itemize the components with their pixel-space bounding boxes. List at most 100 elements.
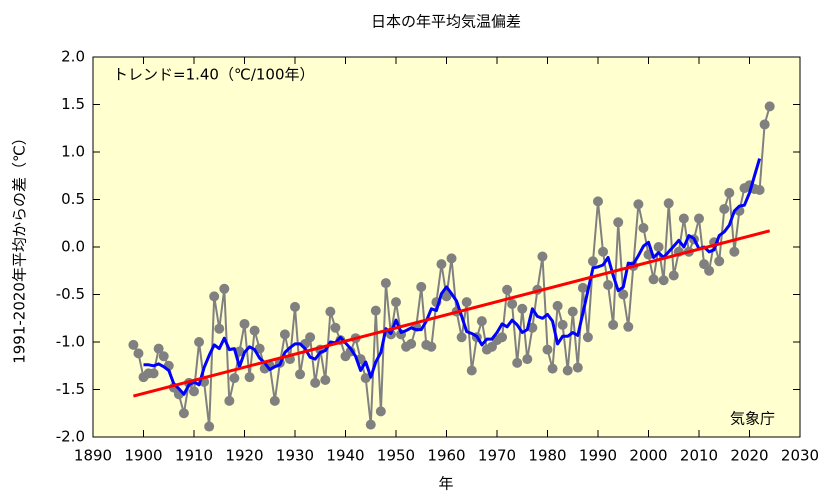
data-point	[668, 270, 679, 281]
data-point	[375, 406, 386, 417]
data-point	[547, 363, 558, 374]
data-point	[466, 365, 477, 376]
data-point	[557, 319, 568, 330]
data-point	[456, 332, 467, 343]
data-point	[653, 242, 664, 252]
data-point	[229, 373, 240, 384]
y-tick-label: 0.5	[61, 190, 85, 208]
data-point	[608, 319, 619, 330]
data-point	[269, 395, 280, 406]
data-point	[148, 368, 159, 379]
data-point	[194, 337, 205, 347]
data-point	[310, 377, 321, 388]
y-tick-label: 1.0	[61, 143, 85, 161]
x-tick-label: 1920	[225, 447, 263, 465]
data-point	[754, 185, 765, 195]
data-point	[507, 299, 518, 309]
data-point	[446, 253, 457, 264]
data-point	[764, 101, 775, 112]
data-point	[537, 251, 548, 262]
data-point	[567, 306, 578, 317]
data-point	[648, 274, 659, 285]
data-point	[719, 204, 730, 214]
data-point	[694, 213, 704, 224]
x-tick-label: 1940	[326, 447, 364, 465]
data-point	[729, 246, 740, 257]
data-point	[189, 386, 199, 397]
data-point	[678, 213, 689, 224]
data-point	[582, 332, 593, 343]
data-point	[577, 282, 588, 293]
trend-annotation: トレンド=1.40（℃/100年）	[113, 66, 315, 84]
data-point	[436, 259, 447, 270]
data-point	[598, 246, 609, 257]
y-tick-label: 0.0	[61, 238, 85, 256]
x-tick-label: 1910	[175, 447, 213, 465]
data-point	[380, 278, 391, 289]
x-tick-label: 1970	[478, 447, 516, 465]
data-point	[759, 119, 770, 130]
data-point	[587, 256, 598, 267]
data-point	[593, 196, 603, 207]
data-point	[128, 339, 139, 350]
data-point	[239, 318, 250, 329]
data-point	[370, 305, 381, 316]
y-tick-label: -2.0	[56, 428, 85, 446]
x-tick-label: 1930	[276, 447, 314, 465]
data-point	[305, 332, 316, 343]
data-point	[502, 284, 513, 295]
x-tick-label: 2000	[629, 447, 667, 465]
data-point	[133, 348, 144, 359]
data-point	[603, 280, 614, 290]
data-point	[542, 344, 553, 355]
data-point	[663, 198, 674, 209]
data-point	[214, 323, 225, 334]
data-point	[517, 303, 528, 314]
data-point	[325, 306, 336, 317]
data-point	[391, 297, 401, 308]
y-tick-label: -1.5	[56, 380, 85, 398]
x-tick-label: 1950	[377, 447, 415, 465]
data-point	[279, 329, 290, 340]
data-point	[618, 289, 629, 300]
plot-frame	[92, 56, 801, 438]
data-point	[476, 316, 487, 327]
data-point	[320, 375, 331, 385]
data-point	[219, 283, 230, 294]
data-point	[623, 321, 634, 332]
data-point	[153, 343, 164, 354]
data-point	[562, 365, 573, 376]
y-tick-label: -0.5	[56, 285, 85, 303]
data-point	[204, 421, 215, 432]
data-point	[704, 265, 715, 276]
data-point	[290, 301, 300, 312]
data-point	[552, 300, 563, 311]
data-point	[158, 351, 169, 362]
data-point	[178, 408, 189, 419]
data-point	[365, 419, 376, 430]
y-tick-label: 2.0	[61, 48, 85, 66]
data-point	[522, 354, 533, 365]
x-tick-label: 1960	[427, 447, 465, 465]
data-point	[406, 338, 417, 349]
data-point	[638, 223, 649, 233]
data-point	[426, 341, 437, 352]
data-point	[360, 373, 371, 384]
data-point	[209, 291, 220, 302]
data-point	[512, 357, 523, 368]
data-point	[461, 297, 472, 308]
series-line	[143, 158, 762, 396]
x-tick-label: 2010	[680, 447, 718, 465]
x-tick-label: 1890	[74, 447, 112, 465]
data-point	[330, 322, 341, 333]
data-point	[572, 362, 583, 373]
x-tick-label: 1900	[124, 447, 162, 465]
data-point	[244, 372, 255, 383]
data-point	[416, 281, 427, 292]
y-axis-label: 1991-2020年平均からの差（℃）	[11, 130, 29, 364]
data-point	[295, 369, 306, 380]
series-line	[133, 229, 771, 398]
data-point	[497, 332, 508, 343]
x-axis-label: 年	[438, 475, 453, 493]
